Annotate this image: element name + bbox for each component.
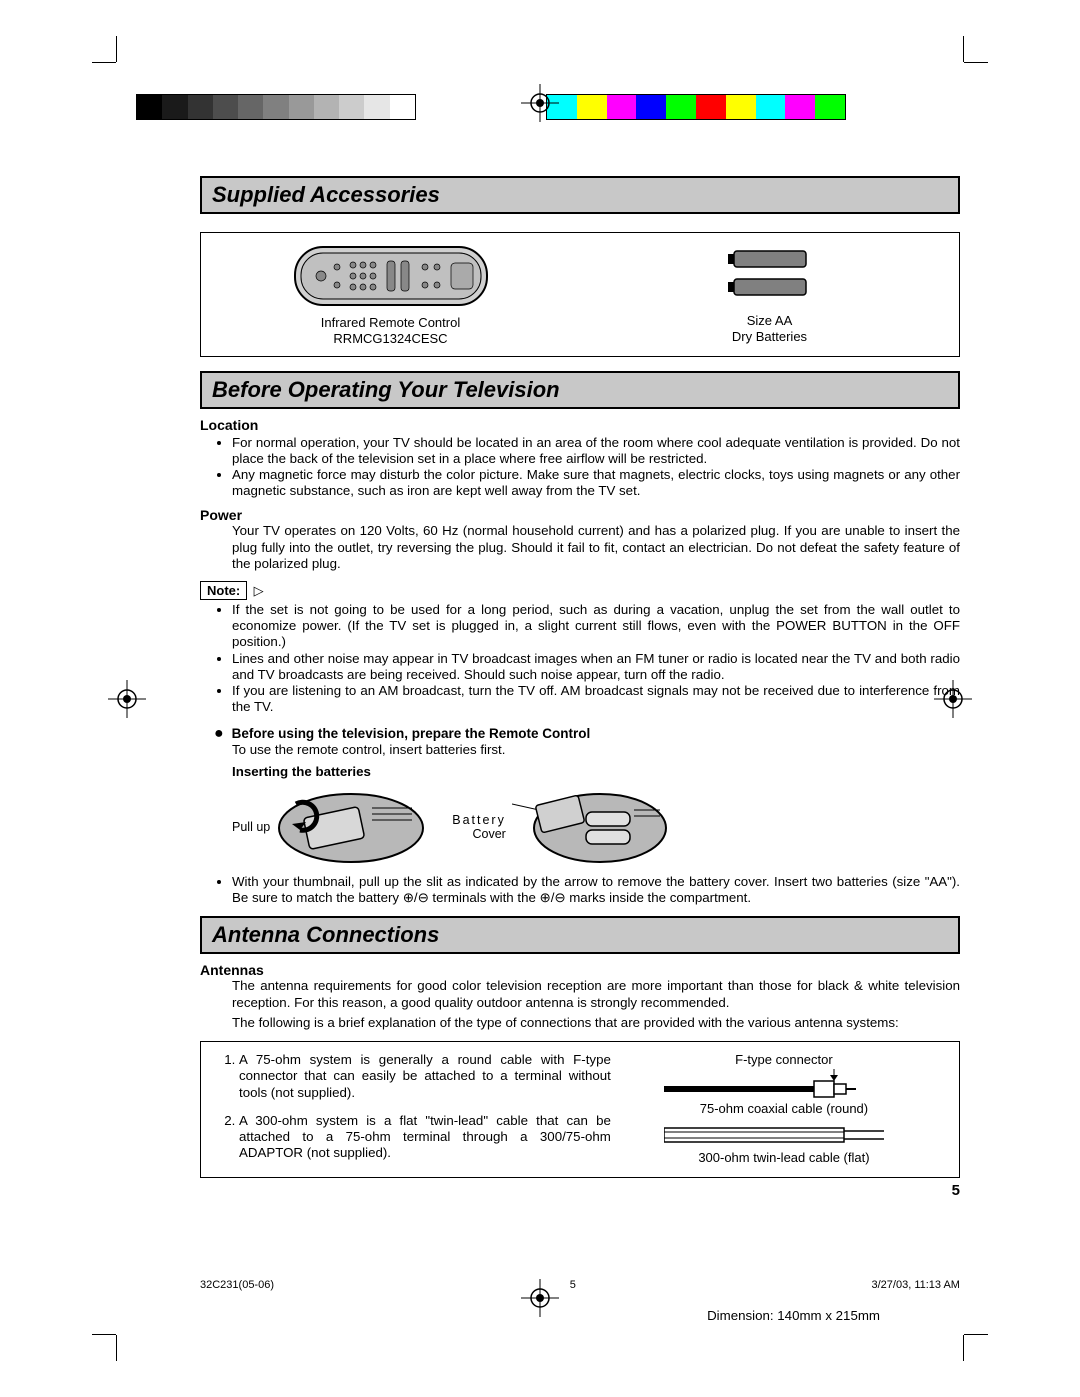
insert-bullet: With your thumbnail, pull up the slit as… [232,874,960,906]
twinlead-label: 300-ohm twin-lead cable (flat) [698,1150,869,1165]
note-bullet: If the set is not going to be used for a… [232,602,960,651]
footer-left: 32C231(05-06) [200,1279,274,1291]
remote-control-icon [291,243,491,309]
ftype-label: F-type connector [735,1052,833,1067]
bullet-icon: ● [214,726,224,742]
note-bullet: If you are listening to an AM broadcast,… [232,683,960,715]
insert-list: With your thumbnail, pull up the slit as… [200,874,960,906]
section-heading-antenna: Antenna Connections [200,916,960,954]
antenna-item: A 300-ohm system is a flat "twin-lead" c… [239,1113,611,1162]
crop-mark [92,62,116,63]
page-content: Supplied Accessories Infrared Remote Con… [200,170,960,1199]
location-bullet: For normal operation, your TV should be … [232,435,960,467]
twinlead-cable-icon [664,1124,904,1148]
footer-right: 3/27/03, 11:13 AM [872,1279,960,1291]
remote-label-1: Infrared Remote Control [201,315,580,331]
antenna-intro-2: The following is a brief explanation of … [200,1015,960,1031]
crop-mark [116,1335,117,1361]
battery-column: Size AA Dry Batteries [580,243,959,348]
batteries-icon [720,243,820,305]
antenna-intro-1: The antenna requirements for good color … [200,978,960,1010]
note-list: If the set is not going to be used for a… [200,602,960,716]
crop-mark [963,36,964,62]
note-row: Note: ▷ [200,572,960,600]
power-body: Your TV operates on 120 Volts, 60 Hz (no… [200,523,960,572]
note-label: Note: [200,581,247,600]
crop-mark [92,1334,116,1335]
antennas-heading: Antennas [200,962,960,978]
remote-back-open-icon [276,784,426,870]
antenna-diagram: F-type connector 75-ohm coaxial cable (r… [625,1052,943,1173]
crop-mark [964,62,988,63]
footer-mid: 5 [570,1279,576,1291]
battery-label-1: Size AA [580,313,959,329]
footer: 32C231(05-06) 5 3/27/03, 11:13 AM [200,1279,960,1291]
pullup-label: Pull up [232,820,270,834]
section-heading-before: Before Operating Your Television [200,371,960,409]
accessories-panel: Infrared Remote Control RRMCG1324CESC Si… [200,232,960,357]
antenna-box: A 75-ohm system is generally a round cab… [200,1041,960,1178]
inserting-batteries-heading: Inserting the batteries [200,764,960,780]
crop-mark [963,1335,964,1361]
page-number: 5 [200,1182,960,1199]
section-heading-supplied: Supplied Accessories [200,176,960,214]
power-heading: Power [200,507,960,523]
antenna-item: A 75-ohm system is generally a round cab… [239,1052,611,1101]
crop-mark [116,36,117,62]
remote-column: Infrared Remote Control RRMCG1324CESC [201,243,580,348]
antenna-list: A 75-ohm system is generally a round cab… [221,1052,611,1173]
location-list: For normal operation, your TV should be … [200,435,960,500]
dimension-label: Dimension: 140mm x 215mm [707,1308,880,1323]
prepare-remote-body: To use the remote control, insert batter… [200,742,960,758]
coax-label: 75-ohm coaxial cable (round) [700,1101,868,1116]
coax-cable-icon [664,1069,904,1099]
note-arrow-icon: ▷ [254,583,264,599]
prepare-remote-heading: Before using the television, prepare the… [232,726,591,742]
battery-cover-label-1: Battery [452,813,506,827]
prepare-remote-row: ● Before using the television, prepare t… [200,726,960,742]
registration-mark-icon [108,680,146,718]
registration-mark-icon [521,84,559,122]
remote-batteries-inserted-icon [512,784,668,870]
location-bullet: Any magnetic force may disturb the color… [232,467,960,499]
battery-insert-illustration: Pull up Battery Cover [200,784,960,870]
crop-mark [964,1334,988,1335]
battery-cover-label-2: Cover [452,827,506,841]
location-heading: Location [200,417,960,433]
remote-label-2: RRMCG1324CESC [201,331,580,347]
battery-label-2: Dry Batteries [580,329,959,345]
note-bullet: Lines and other noise may appear in TV b… [232,651,960,683]
